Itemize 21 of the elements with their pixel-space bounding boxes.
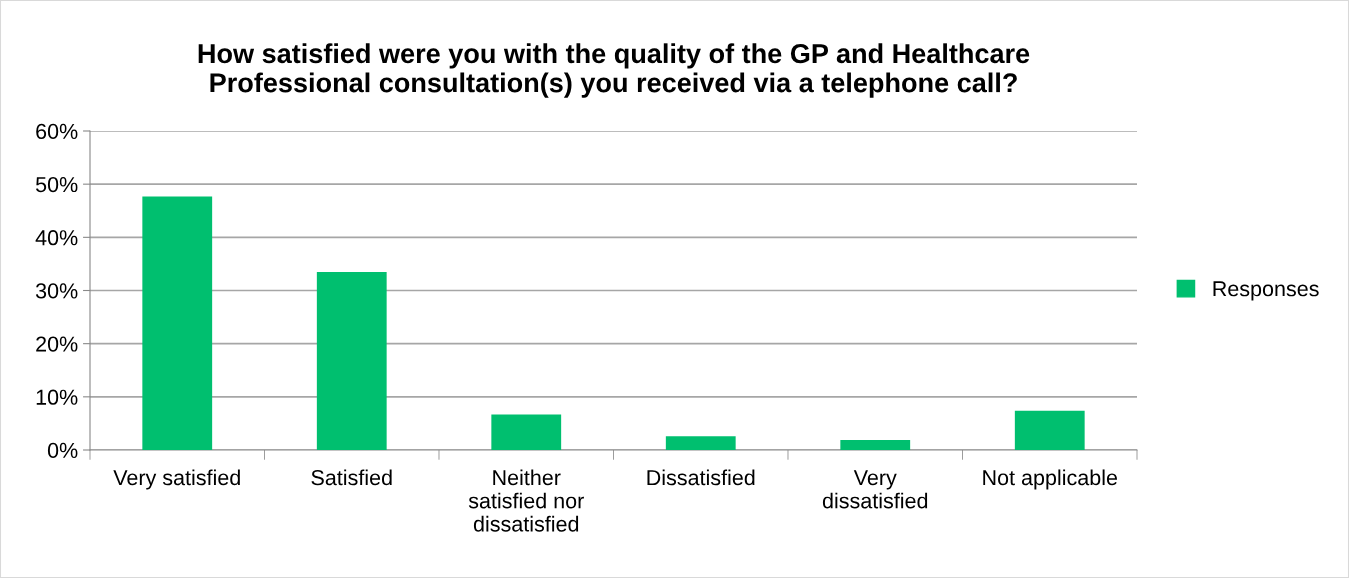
- legend-label: Responses: [1213, 281, 1319, 301]
- y-tick-label: 30%: [35, 283, 78, 299]
- y-tick-label: 20%: [36, 336, 78, 352]
- x-tick-label: Neither satisfied nor dissatisfied: [468, 469, 584, 532]
- x-tick-label: Not applicable: [983, 469, 1118, 490]
- bar: [142, 196, 213, 450]
- bar: [316, 271, 387, 450]
- x-tick-label: Satisfied: [311, 469, 392, 486]
- x-tick-label: Very dissatisfied: [822, 470, 928, 509]
- y-tick-label: 60%: [36, 123, 78, 140]
- chart-title: How satisfied were you with the quality of the GP and Healthcare Professional consultation(s) you received via a telephone call?: [198, 43, 1030, 98]
- bar: [491, 414, 562, 450]
- x-tick-label: Very satisfied: [113, 469, 240, 490]
- bar: [1014, 410, 1085, 450]
- bar: [840, 439, 911, 450]
- y-tick-label: 50%: [35, 176, 78, 193]
- y-tick-label: 10%: [36, 389, 78, 405]
- y-tick-label: 40%: [35, 230, 78, 246]
- bar: [665, 436, 736, 450]
- y-tick-label: 0%: [47, 442, 78, 459]
- x-tick-label: Dissatisfied: [647, 469, 755, 486]
